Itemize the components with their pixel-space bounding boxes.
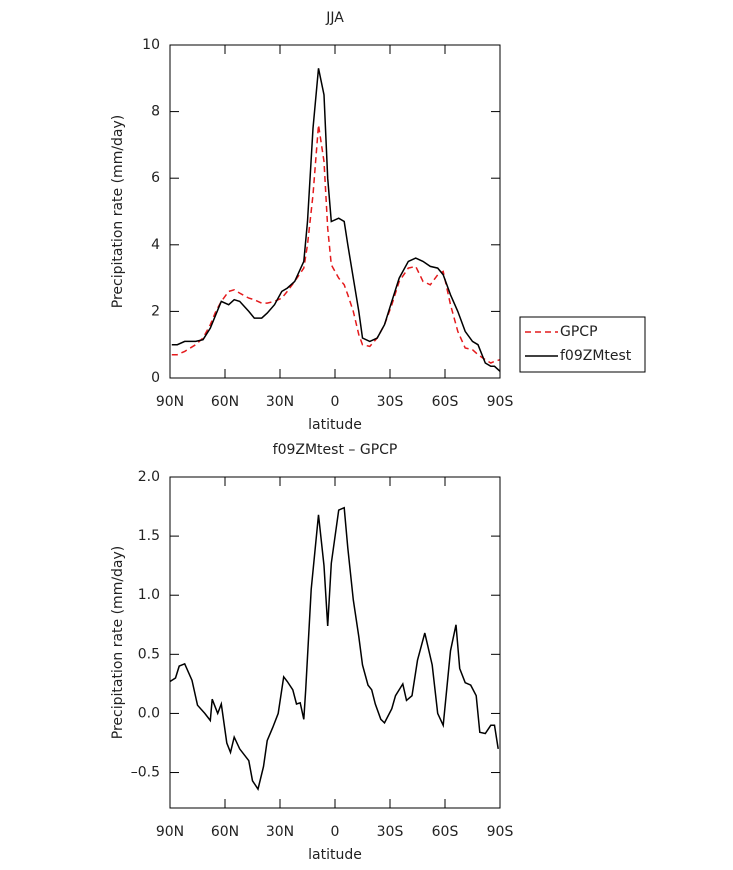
x-axis-label: latitude [308, 417, 362, 433]
chart-title: f09ZMtest – GPCP [273, 442, 398, 458]
y-tick-label: 0 [151, 370, 160, 386]
plot-frame [169, 44, 501, 379]
x-tick-label: 90N [156, 394, 184, 410]
x-tick-label: 60S [432, 394, 459, 410]
x-tick-label: 0 [331, 394, 340, 410]
x-tick-label: 60N [211, 824, 239, 840]
x-tick-label: 60S [432, 824, 459, 840]
y-tick-label: 1.5 [138, 528, 160, 544]
y-tick-label: 2 [151, 303, 160, 319]
x-tick-label: 30S [377, 394, 404, 410]
y-tick-label: –0.5 [131, 765, 160, 781]
x-axis-label: latitude [308, 847, 362, 863]
x-tick-label: 90S [487, 824, 514, 840]
x-tick-label: 90S [487, 394, 514, 410]
y-tick-label: 1.0 [138, 587, 160, 603]
y-tick-label: 10 [142, 37, 160, 53]
y-tick-label: 0.0 [138, 705, 160, 721]
x-tick-label: 30S [377, 824, 404, 840]
y-tick-label: 2.0 [138, 469, 160, 485]
data-line [169, 506, 499, 791]
y-tick-label: 0.5 [138, 646, 160, 662]
y-axis-label: Precipitation rate (mm/day) [110, 115, 126, 309]
legend-box [519, 316, 646, 373]
legend-label: f09ZMtest [560, 348, 632, 364]
chart-title: JJA [325, 10, 344, 26]
y-tick-label: 6 [151, 170, 160, 186]
x-tick-label: 60N [211, 394, 239, 410]
plot-frame [169, 476, 501, 809]
legend-label: GPCP [560, 324, 598, 340]
data-line [171, 124, 501, 364]
y-tick-label: 8 [151, 104, 160, 120]
y-tick-label: 4 [151, 237, 160, 253]
y-axis-label: Precipitation rate (mm/day) [110, 546, 126, 740]
x-tick-label: 30N [266, 394, 294, 410]
x-tick-label: 90N [156, 824, 184, 840]
x-tick-label: 0 [331, 824, 340, 840]
data-line [171, 68, 501, 372]
x-tick-label: 30N [266, 824, 294, 840]
